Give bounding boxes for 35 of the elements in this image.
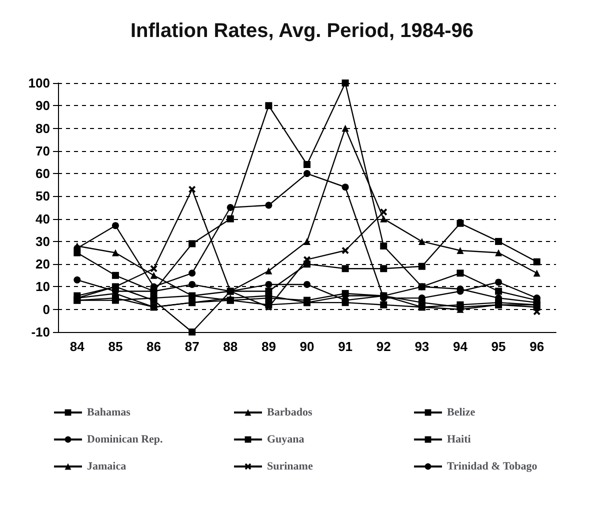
legend-label: Jamaica (87, 460, 127, 472)
chart-title: Inflation Rates, Avg. Period, 1984-96 (130, 20, 474, 42)
x-tick-label: 85 (108, 339, 123, 354)
legend-label: Bahamas (87, 406, 132, 418)
legend-label: Trinidad & Tobago (447, 460, 538, 472)
x-tick-label: 84 (70, 339, 86, 354)
x-tick-label: 88 (223, 339, 238, 354)
x-tick-label: 94 (452, 339, 468, 354)
y-tick-label: 0 (42, 302, 50, 317)
legend-label: Suriname (267, 460, 313, 472)
legend-label: Belize (447, 406, 476, 418)
x-tick-label: 90 (300, 339, 314, 354)
legend-label: Dominican Rep. (87, 434, 164, 446)
x-tick-label: 86 (146, 339, 162, 354)
x-tick-label: 95 (491, 339, 506, 354)
x-tick-label: 89 (261, 339, 276, 354)
y-tick-label: 80 (36, 120, 50, 136)
y-tick-label: 20 (36, 256, 50, 272)
y-tick-label: 10 (36, 279, 50, 294)
x-tick-label: 96 (530, 339, 544, 354)
y-tick-label: 50 (36, 188, 50, 204)
x-tick-label: 93 (414, 339, 430, 354)
x-tick-label: 92 (376, 339, 391, 354)
legend-label: Guyana (267, 434, 305, 446)
y-tick-label: 30 (36, 234, 50, 249)
y-tick-label: 70 (36, 143, 50, 158)
y-tick-label: 60 (36, 166, 50, 182)
y-tick-label: 90 (36, 98, 50, 114)
y-tick-label: 40 (36, 211, 50, 226)
x-tick-label: 91 (338, 339, 353, 354)
y-tick-label: 100 (28, 76, 50, 90)
x-tick-label: 87 (184, 339, 200, 354)
legend-label: Haiti (447, 434, 471, 446)
y-tick-label: -10 (31, 324, 50, 340)
legend-label: Barbados (267, 406, 313, 418)
